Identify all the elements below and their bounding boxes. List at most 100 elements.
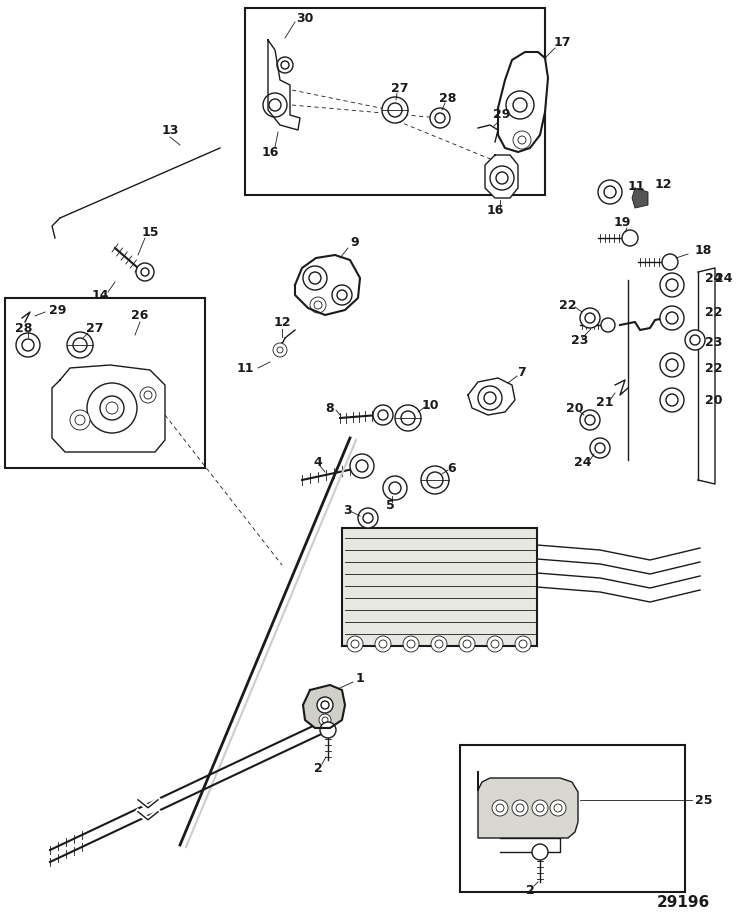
Circle shape (373, 405, 393, 425)
Circle shape (459, 636, 475, 652)
Circle shape (513, 98, 527, 112)
Circle shape (67, 332, 93, 358)
Polygon shape (268, 40, 300, 130)
Circle shape (660, 388, 684, 412)
Circle shape (303, 266, 327, 290)
Text: 10: 10 (422, 398, 439, 411)
Circle shape (22, 339, 34, 351)
Text: 24: 24 (574, 455, 592, 468)
Circle shape (585, 415, 595, 425)
Polygon shape (485, 155, 518, 198)
Circle shape (490, 166, 514, 190)
Circle shape (666, 394, 678, 406)
Text: 27: 27 (392, 81, 409, 94)
Circle shape (320, 722, 336, 738)
Text: 7: 7 (518, 365, 526, 379)
Circle shape (580, 308, 600, 328)
Bar (460, 745, 685, 892)
Circle shape (622, 230, 638, 246)
Circle shape (375, 636, 391, 652)
Text: 16: 16 (261, 146, 279, 159)
Text: 5: 5 (386, 499, 394, 512)
Circle shape (518, 136, 526, 144)
Circle shape (662, 254, 678, 270)
Circle shape (685, 330, 705, 350)
Circle shape (506, 91, 534, 119)
Text: 29196: 29196 (657, 894, 710, 909)
Circle shape (484, 392, 496, 404)
Circle shape (421, 466, 449, 494)
Circle shape (358, 508, 378, 528)
Circle shape (660, 273, 684, 297)
Polygon shape (468, 378, 515, 415)
Bar (245, 8, 545, 195)
Circle shape (407, 640, 415, 648)
Circle shape (536, 804, 544, 812)
Circle shape (666, 312, 678, 324)
Text: 29: 29 (50, 303, 67, 316)
Text: 28: 28 (440, 91, 457, 104)
Circle shape (87, 383, 137, 433)
Circle shape (427, 472, 443, 488)
Circle shape (492, 800, 508, 816)
Text: 18: 18 (695, 243, 712, 256)
Circle shape (383, 476, 407, 500)
Text: 29: 29 (494, 109, 511, 122)
Text: 17: 17 (554, 36, 571, 49)
Text: 1: 1 (356, 671, 364, 684)
Text: 23: 23 (572, 334, 589, 347)
Text: 27: 27 (86, 322, 104, 335)
Circle shape (351, 640, 359, 648)
Text: 11: 11 (236, 361, 254, 374)
Circle shape (660, 353, 684, 377)
Circle shape (136, 263, 154, 281)
Circle shape (277, 347, 283, 353)
Circle shape (319, 714, 331, 726)
Text: 25: 25 (695, 794, 712, 807)
Circle shape (590, 438, 610, 458)
Circle shape (554, 804, 562, 812)
Circle shape (337, 290, 347, 300)
Text: 26: 26 (131, 309, 148, 322)
Circle shape (321, 701, 329, 709)
Circle shape (516, 804, 524, 812)
Circle shape (690, 335, 700, 345)
Polygon shape (52, 365, 165, 452)
Text: 22: 22 (705, 305, 722, 318)
Text: 8: 8 (326, 401, 334, 415)
Circle shape (515, 636, 531, 652)
Polygon shape (498, 52, 548, 152)
Circle shape (598, 180, 622, 204)
Text: 6: 6 (448, 462, 456, 475)
Text: 2: 2 (526, 883, 534, 896)
Text: 23: 23 (705, 336, 722, 349)
Circle shape (73, 338, 87, 352)
Circle shape (519, 640, 527, 648)
Text: 19: 19 (614, 216, 631, 229)
Circle shape (660, 306, 684, 330)
Circle shape (532, 800, 548, 816)
Circle shape (317, 697, 333, 713)
Circle shape (513, 131, 531, 149)
Circle shape (332, 285, 352, 305)
Circle shape (100, 396, 124, 420)
Text: 21: 21 (596, 396, 613, 408)
Circle shape (666, 359, 678, 371)
Circle shape (263, 93, 287, 117)
Circle shape (144, 391, 152, 399)
Circle shape (580, 410, 600, 430)
Polygon shape (303, 685, 345, 728)
Text: 9: 9 (351, 235, 359, 249)
Circle shape (322, 717, 328, 723)
Text: 3: 3 (344, 503, 352, 516)
Circle shape (389, 482, 401, 494)
Circle shape (356, 460, 368, 472)
Circle shape (281, 61, 289, 69)
Circle shape (430, 108, 450, 128)
Circle shape (595, 443, 605, 453)
Text: 4: 4 (314, 455, 322, 468)
Circle shape (601, 318, 615, 332)
Circle shape (382, 97, 408, 123)
Text: 12: 12 (273, 315, 291, 328)
Circle shape (463, 640, 471, 648)
